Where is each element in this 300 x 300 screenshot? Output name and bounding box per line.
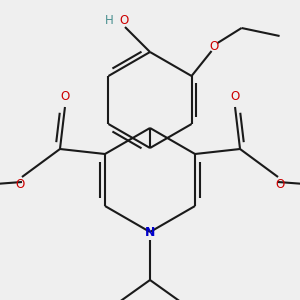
Text: O: O	[275, 178, 285, 191]
Text: H: H	[105, 14, 114, 28]
Text: O: O	[60, 91, 70, 103]
Text: O: O	[15, 178, 25, 191]
Text: O: O	[209, 40, 218, 52]
Text: O: O	[119, 14, 129, 28]
Text: O: O	[230, 91, 240, 103]
Text: N: N	[145, 226, 155, 239]
